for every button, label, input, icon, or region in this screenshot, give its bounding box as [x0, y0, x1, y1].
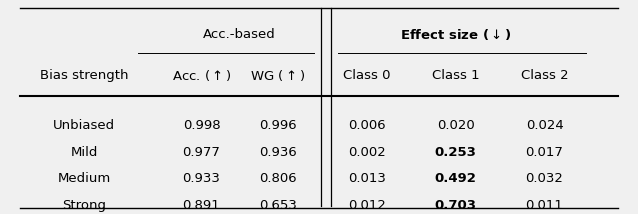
Text: Effect size ($\downarrow$): Effect size ($\downarrow$) — [400, 27, 511, 42]
Text: 0.011: 0.011 — [526, 199, 563, 212]
Text: 0.933: 0.933 — [182, 172, 220, 185]
Text: 0.891: 0.891 — [182, 199, 220, 212]
Text: 0.253: 0.253 — [434, 146, 477, 159]
Text: Medium: Medium — [57, 172, 110, 185]
Text: Strong: Strong — [62, 199, 106, 212]
Text: Class 1: Class 1 — [432, 69, 479, 82]
Text: Class 2: Class 2 — [521, 69, 568, 82]
Text: 0.032: 0.032 — [526, 172, 563, 185]
Text: 0.002: 0.002 — [348, 146, 385, 159]
Text: 0.653: 0.653 — [259, 199, 297, 212]
Text: Bias strength: Bias strength — [40, 69, 128, 82]
Text: Class 0: Class 0 — [343, 69, 390, 82]
Text: WG ($\uparrow$): WG ($\uparrow$) — [250, 68, 305, 83]
Text: 0.012: 0.012 — [348, 199, 385, 212]
Text: 0.492: 0.492 — [434, 172, 477, 185]
Text: Unbiased: Unbiased — [53, 119, 115, 132]
Text: 0.006: 0.006 — [348, 119, 385, 132]
Text: 0.998: 0.998 — [182, 119, 220, 132]
Text: 0.703: 0.703 — [434, 199, 477, 212]
Text: 0.996: 0.996 — [259, 119, 297, 132]
Text: 0.806: 0.806 — [259, 172, 297, 185]
Text: 0.936: 0.936 — [259, 146, 297, 159]
Text: 0.024: 0.024 — [526, 119, 563, 132]
Text: 0.977: 0.977 — [182, 146, 220, 159]
Text: 0.020: 0.020 — [436, 119, 475, 132]
Text: Mild: Mild — [70, 146, 98, 159]
Text: 0.017: 0.017 — [526, 146, 563, 159]
Text: Acc.-based: Acc.-based — [204, 28, 276, 41]
Text: Acc. ($\uparrow$): Acc. ($\uparrow$) — [172, 68, 231, 83]
Text: 0.013: 0.013 — [348, 172, 385, 185]
